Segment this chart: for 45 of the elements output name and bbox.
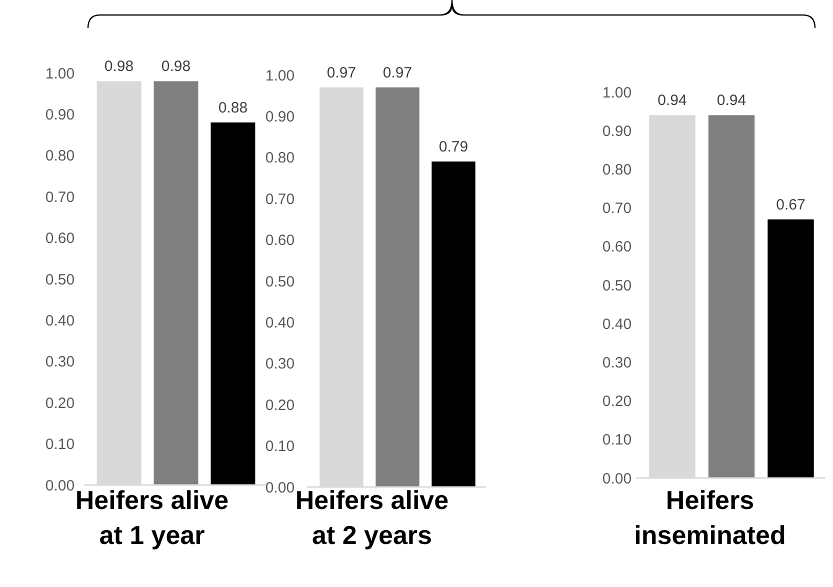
y-tick-label: 0.30 (45, 354, 75, 371)
data-label: 0.94 (716, 92, 746, 110)
y-tick-label: 0.80 (45, 148, 75, 165)
x-axis-title: Heifers alive at 2 years (295, 485, 449, 550)
y-tick-label: 0.00 (45, 477, 75, 494)
y-tick-label: 0.70 (265, 190, 295, 208)
y-tick-label: 0.00 (265, 479, 295, 496)
y-tick-label: 0.50 (265, 273, 295, 290)
data-label: 0.94 (658, 92, 687, 110)
data-label: 0.98 (104, 58, 134, 76)
y-tick-label: 0.90 (602, 122, 632, 140)
y-tick-label: 0.60 (45, 230, 75, 248)
data-label: 0.98 (161, 58, 191, 76)
y-tick-label: 0.90 (265, 108, 295, 126)
y-tick-label: 0.40 (265, 314, 295, 332)
y-tick-label: 0.70 (602, 200, 632, 218)
y-tick-label: 0.60 (602, 238, 632, 256)
x-axis-title: Heifers alive at 1 year (75, 485, 229, 550)
y-tick-label: 0.10 (265, 438, 295, 456)
x-axis-title: Heifers inseminated (634, 485, 786, 550)
y-tick-label: 1.00 (45, 65, 75, 82)
y-tick-label: 0.50 (45, 271, 75, 288)
y-tick-label: 0.80 (602, 161, 632, 178)
data-label: 0.79 (438, 138, 468, 156)
y-tick-label: 0.20 (602, 393, 632, 410)
y-tick-label: 0.00 (602, 470, 632, 488)
y-tick-label: 0.40 (45, 312, 75, 330)
y-tick-label: 0.10 (45, 436, 75, 454)
y-tick-label: 0.70 (45, 188, 75, 206)
y-tick-label: 0.90 (45, 106, 75, 124)
y-tick-label: 1.00 (602, 84, 632, 102)
y-tick-label: 0.30 (602, 354, 632, 372)
y-tick-label: 0.30 (265, 356, 295, 373)
y-tick-label: 0.20 (45, 394, 75, 412)
y-tick-label: 0.60 (265, 232, 295, 250)
y-tick-label: 1.00 (265, 67, 295, 84)
data-label: 0.97 (382, 64, 412, 82)
data-label: 0.67 (776, 196, 806, 214)
y-tick-label: 0.80 (265, 150, 295, 167)
y-tick-label: 0.10 (602, 432, 632, 449)
y-tick-label: 0.40 (602, 316, 632, 333)
y-tick-label: 0.20 (265, 396, 295, 414)
data-label: 0.88 (218, 99, 248, 116)
y-tick-label: 0.50 (602, 277, 632, 294)
data-label: 0.97 (326, 64, 356, 82)
